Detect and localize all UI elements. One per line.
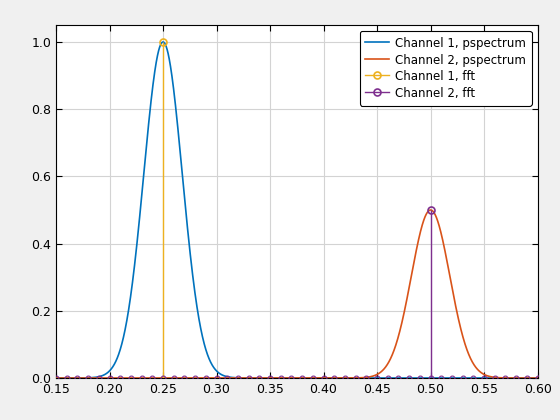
Legend: Channel 1, pspectrum, Channel 2, pspectrum, Channel 1, fft, Channel 2, fft: Channel 1, pspectrum, Channel 2, pspectr… (360, 31, 531, 105)
